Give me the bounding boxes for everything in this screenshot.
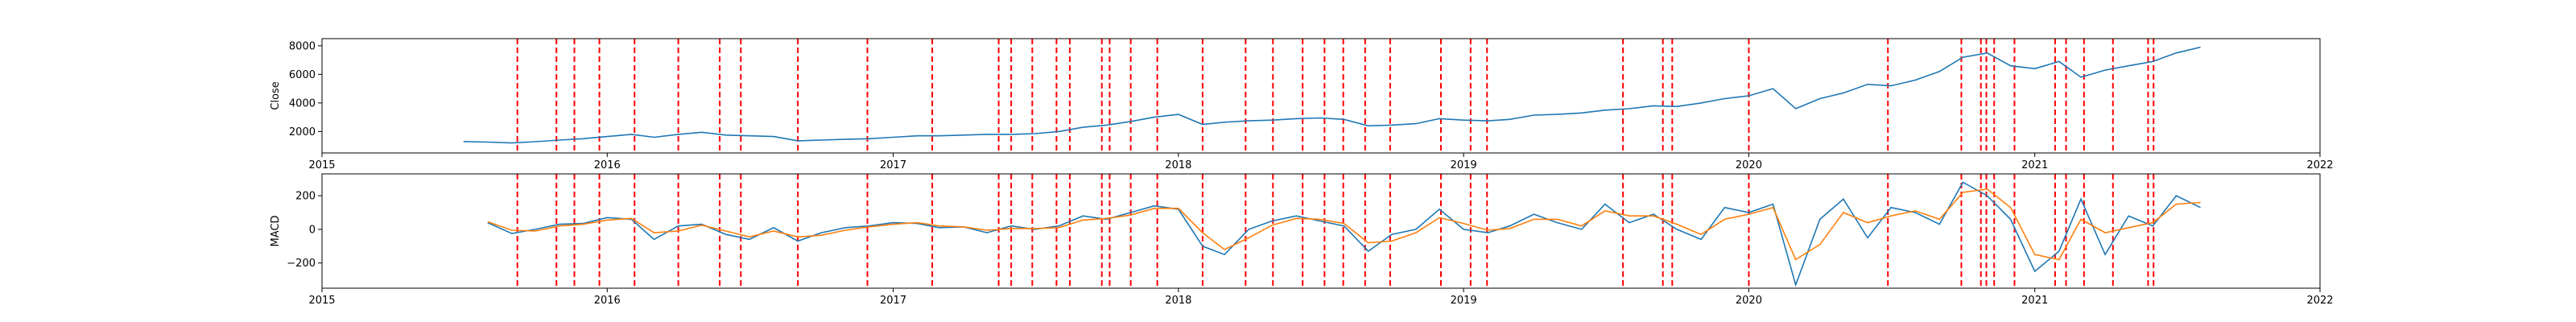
y-tick-label: 4000 <box>289 97 316 109</box>
event-lines <box>516 39 2155 153</box>
x-tick-label: 2022 <box>2306 159 2333 171</box>
event-lines <box>516 174 2155 288</box>
x-tick-label: 2020 <box>1736 295 1762 307</box>
x-axis-ticks: 2015 2016 2017 2018 2019 2020 2021 2022 <box>308 288 2334 307</box>
x-tick-label: 2021 <box>2021 295 2048 307</box>
x-tick-label: 2020 <box>1736 159 1762 171</box>
x-tick-label: 2016 <box>594 295 621 307</box>
plot-frame <box>321 173 2321 289</box>
y-tick-label: 0 <box>309 224 316 236</box>
close-price-line <box>463 46 2201 144</box>
x-tick-label: 2022 <box>2306 295 2333 307</box>
x-axis-ticks: 2015 2016 2017 2018 2019 2020 2021 2022 <box>308 153 2334 171</box>
close-price-panel: 2015 2016 2017 2018 2019 2020 2021 2022 2000 400… <box>270 38 2334 171</box>
y-tick-label: −200 <box>287 258 316 270</box>
x-tick-label: 2021 <box>2021 159 2048 171</box>
x-tick-label: 2016 <box>594 159 621 171</box>
y-tick-label: 200 <box>295 191 316 203</box>
y-axis-title: Close <box>270 81 282 109</box>
x-tick-label: 2015 <box>308 295 335 307</box>
macd-line <box>487 181 2201 287</box>
x-tick-label: 2018 <box>1165 295 1191 307</box>
x-tick-label: 2019 <box>1451 295 1477 307</box>
plot-frame <box>321 38 2321 154</box>
y-axis-ticks: 2000 4000 6000 8000 <box>289 40 322 138</box>
x-tick-label: 2015 <box>308 159 335 171</box>
y-tick-label: 2000 <box>289 126 316 138</box>
x-tick-label: 2018 <box>1165 159 1191 171</box>
y-axis-title: MACD <box>270 216 282 247</box>
x-tick-label: 2019 <box>1451 159 1477 171</box>
macd-panel: 2015 2016 2017 2018 2019 2020 2021 2022 −200 0 20… <box>270 173 2334 307</box>
y-axis-ticks: −200 0 200 <box>287 191 322 270</box>
x-tick-label: 2017 <box>880 159 906 171</box>
y-tick-label: 8000 <box>289 40 316 52</box>
x-tick-label: 2017 <box>880 295 906 307</box>
signal-line <box>487 188 2201 261</box>
y-tick-label: 6000 <box>289 69 316 81</box>
